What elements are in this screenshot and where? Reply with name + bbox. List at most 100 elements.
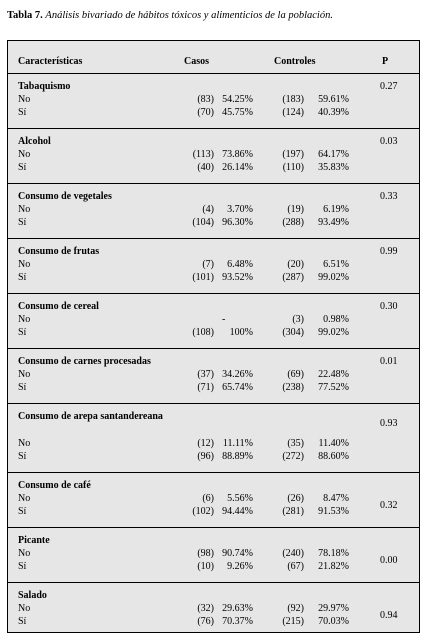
controls-count: (238) <box>282 382 304 393</box>
group-name: Tabaquismo <box>18 81 71 92</box>
row-label: Sí <box>18 107 27 118</box>
row-label: No <box>18 94 31 105</box>
cases-count: (71) <box>197 382 214 393</box>
table-group: Salado 0.94 No (32) 29.63% (92) 29.97% Sí (76) 70… <box>8 583 419 634</box>
cases-percent: 11.11% <box>222 438 253 449</box>
table-group: Consumo de vegetales 0.33 No (4) 3.70% (19) 6.… <box>8 184 419 239</box>
controls-percent: 0.98% <box>323 314 349 325</box>
cases-percent: - <box>222 314 226 325</box>
controls-percent: 70.03% <box>318 616 349 627</box>
habits-table: Características Casos Controles P Tabaqu… <box>7 40 420 633</box>
controls-percent: 77.52% <box>318 382 349 393</box>
controls-count: (197) <box>282 149 304 160</box>
controls-percent: 29.97% <box>318 603 349 614</box>
controls-percent: 88.60% <box>318 451 349 462</box>
cases-percent: 29.63% <box>222 603 253 614</box>
controls-count: (287) <box>282 272 304 283</box>
table-title: Análisis bivariado de hábitos tóxicos y … <box>45 10 333 21</box>
cases-count: (83) <box>197 94 214 105</box>
controls-count: (288) <box>282 217 304 228</box>
controls-count: (110) <box>282 162 304 173</box>
p-value: 0.01 <box>380 356 398 367</box>
cases-percent: 3.70% <box>227 204 253 215</box>
table-group: Consumo de café 0.32 No (6) 5.56% (26) 8.47% Sí… <box>8 473 419 528</box>
controls-percent: 40.39% <box>318 107 349 118</box>
controls-percent: 93.49% <box>318 217 349 228</box>
cases-count: (76) <box>197 616 214 627</box>
cases-count: (96) <box>197 451 214 462</box>
header-p: P <box>382 56 389 67</box>
cases-count: (6) <box>202 493 214 504</box>
controls-percent: 35.83% <box>318 162 349 173</box>
row-label: Sí <box>18 272 27 283</box>
cases-percent: 96.30% <box>222 217 253 228</box>
controls-count: (272) <box>282 451 304 462</box>
controls-percent: 99.02% <box>318 272 349 283</box>
cases-percent: 26.14% <box>222 162 253 173</box>
table-group: Alcohol 0.03 No (113) 73.86% (197) 64.17% Sí (40… <box>8 129 419 184</box>
controls-count: (19) <box>287 204 304 215</box>
cases-percent: 88.89% <box>222 451 253 462</box>
group-name: Consumo de café <box>18 480 91 491</box>
row-label: Sí <box>18 162 27 173</box>
controls-count: (26) <box>287 493 304 504</box>
cases-count: (98) <box>197 548 214 559</box>
cases-count: (4) <box>202 204 214 215</box>
group-name: Consumo de carnes procesadas <box>18 356 151 367</box>
table-group: Picante 0.00 No (98) 90.74% (240) 78.18% Sí (10)… <box>8 528 419 583</box>
cases-count: (108) <box>192 327 214 338</box>
p-value: 0.30 <box>380 301 398 312</box>
group-name: Consumo de arepa santandereana <box>18 411 163 422</box>
table-group: Consumo de arepa santandereana 0.93 No (12)… <box>8 404 419 473</box>
controls-count: (3) <box>292 314 304 325</box>
row-label: Sí <box>18 382 27 393</box>
cases-count: (102) <box>192 506 214 517</box>
cases-percent: 70.37% <box>222 616 253 627</box>
row-label: Sí <box>18 451 27 462</box>
row-label: No <box>18 438 31 449</box>
cases-count: (32) <box>197 603 214 614</box>
cases-percent: 45.75% <box>222 107 253 118</box>
controls-percent: 8.47% <box>323 493 349 504</box>
table-group: Consumo de cereal 0.30 No - (3) 0.98% Sí (108) 1… <box>8 294 419 349</box>
row-label: No <box>18 259 31 270</box>
controls-percent: 91.53% <box>318 506 349 517</box>
controls-percent: 22.48% <box>318 369 349 380</box>
cases-count: (104) <box>192 217 214 228</box>
row-label: No <box>18 603 31 614</box>
controls-count: (92) <box>287 603 304 614</box>
row-label: No <box>18 369 31 380</box>
controls-count: (20) <box>287 259 304 270</box>
controls-count: (215) <box>282 616 304 627</box>
group-name: Consumo de cereal <box>18 301 99 312</box>
cases-percent: 34.26% <box>222 369 253 380</box>
row-label: No <box>18 314 31 325</box>
table-header: Características Casos Controles P <box>8 41 419 74</box>
controls-count: (183) <box>282 94 304 105</box>
group-name: Consumo de vegetales <box>18 191 112 202</box>
row-label: Sí <box>18 561 27 572</box>
p-value: 0.32 <box>380 500 398 511</box>
p-value: 0.99 <box>380 246 398 257</box>
p-value: 0.27 <box>380 81 398 92</box>
cases-count: (40) <box>197 162 214 173</box>
table-caption: Tabla 7. Análisis bivariado de hábitos t… <box>7 9 422 22</box>
group-name: Consumo de frutas <box>18 246 100 257</box>
group-name: Picante <box>18 535 50 546</box>
table-group: Consumo de frutas 0.99 No (7) 6.48% (20) 6.51%… <box>8 239 419 294</box>
controls-count: (67) <box>287 561 304 572</box>
controls-percent: 6.19% <box>323 204 349 215</box>
controls-count: (124) <box>282 107 304 118</box>
cases-percent: 73.86% <box>222 149 253 160</box>
table-group: Consumo de carnes procesadas 0.01 No (37) 34… <box>8 349 419 404</box>
header-controls: Controles <box>274 56 316 67</box>
cases-percent: 5.56% <box>227 493 253 504</box>
cases-count: (101) <box>192 272 214 283</box>
row-label: Sí <box>18 506 27 517</box>
controls-count: (35) <box>287 438 304 449</box>
controls-percent: 21.82% <box>318 561 349 572</box>
cases-percent: 100% <box>229 327 253 338</box>
p-value: 0.94 <box>380 610 398 621</box>
group-name: Alcohol <box>18 136 51 147</box>
cases-count: (12) <box>197 438 214 449</box>
